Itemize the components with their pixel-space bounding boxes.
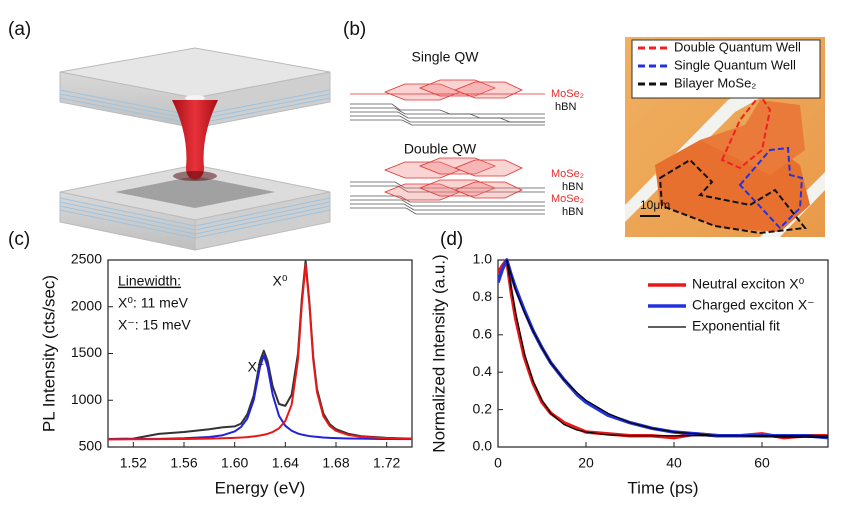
panel-label: (a) (8, 19, 31, 40)
y-tick-label: 2000 (71, 297, 102, 313)
legend-label: Neutral exciton X⁰ (692, 276, 805, 292)
panel-label: (d) (440, 229, 463, 250)
y-tick-label: 1000 (71, 391, 102, 407)
annotation: X⁻ (248, 359, 265, 375)
x-tick-label: 60 (754, 455, 770, 471)
micrograph: 10μm (625, 37, 825, 237)
series-line (108, 354, 412, 441)
y-tick-label: 0.6 (473, 326, 493, 342)
x-tick-label: 0 (494, 455, 502, 471)
annotation: Linewidth: (118, 273, 181, 289)
layer-label: hBN (562, 206, 583, 218)
y-tick-label: 500 (79, 438, 103, 454)
stack-title: Single QW (412, 49, 480, 65)
series-line (506, 259, 828, 439)
x-axis-label: Energy (eV) (215, 478, 306, 497)
panel-label: (b) (343, 19, 366, 40)
y-tick-label: 1500 (71, 344, 102, 360)
x-tick-label: 1.72 (373, 455, 400, 471)
y-tick-label: 0.8 (473, 288, 493, 304)
series-line (108, 263, 412, 441)
y-tick-label: 0.4 (473, 363, 493, 379)
series-line (108, 259, 412, 441)
y-tick-label: 1.0 (473, 251, 493, 267)
x-axis-label: Time (ps) (627, 478, 698, 497)
annotation: X⁻: 15 meV (118, 317, 191, 333)
y-tick-label: 0.2 (473, 400, 493, 416)
legend-label: Single Quantum Well (674, 57, 796, 72)
layer-label: MoSe₂ (551, 193, 584, 205)
x-tick-label: 1.52 (120, 455, 147, 471)
layer-label: MoSe₂ (551, 88, 584, 100)
annotation: X⁰ (273, 273, 288, 289)
x-tick-label: 40 (666, 455, 682, 471)
scale-bar-label: 10μm (640, 198, 670, 212)
legend-label: Exponential fit (692, 318, 780, 334)
layer-label: hBN (555, 101, 576, 113)
layer-label: MoSe₂ (551, 168, 584, 180)
x-tick-label: 1.60 (221, 455, 248, 471)
x-tick-label: 1.68 (322, 455, 349, 471)
annotation: X⁰: 11 meV (118, 295, 189, 311)
panel-label: (c) (8, 229, 30, 250)
cavity-illustration (59, 47, 331, 251)
stack-title: Double QW (404, 141, 477, 157)
y-axis-label: Normalized Intensity (a.u.) (429, 254, 448, 452)
layer-stacks: Single QW MoSe₂ hBN Double QW (350, 49, 584, 218)
y-tick-label: 0.0 (473, 438, 493, 454)
y-axis-label: PL Intensity (cts/sec) (39, 275, 58, 432)
x-tick-label: 1.56 (170, 455, 197, 471)
legend-label: Bilayer MoSe₂ (674, 75, 756, 90)
legend-label: Charged exciton X⁻ (692, 297, 815, 313)
plot-frame (497, 259, 829, 448)
y-tick-label: 2500 (71, 251, 102, 267)
x-tick-label: 1.64 (272, 455, 299, 471)
layer-label: hBN (562, 181, 583, 193)
legend-label: Double Quantum Well (674, 39, 801, 54)
x-tick-label: 20 (578, 455, 594, 471)
